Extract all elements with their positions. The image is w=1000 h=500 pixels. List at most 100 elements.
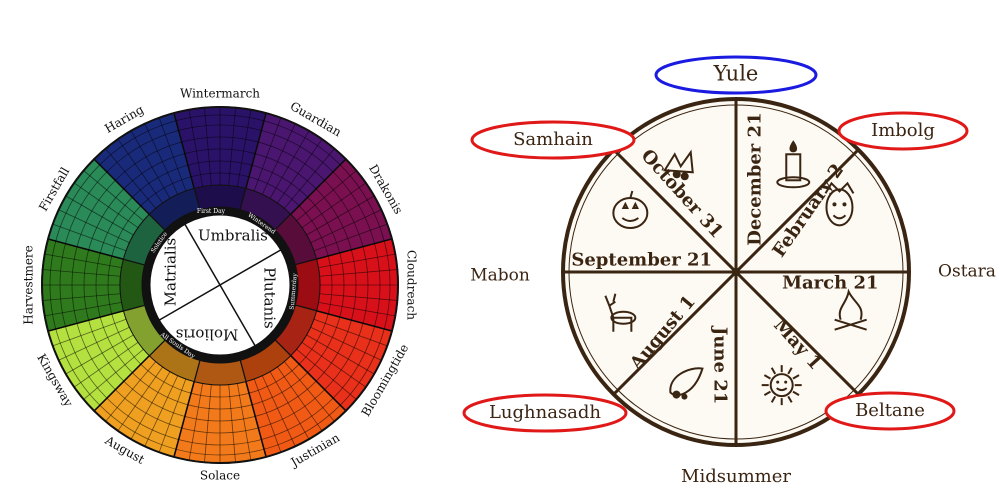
grid-spoke bbox=[290, 355, 347, 412]
grid-spoke bbox=[73, 342, 139, 388]
season-label-umbralis: Umbralis bbox=[198, 227, 268, 245]
grid-spoke bbox=[313, 318, 388, 347]
grid-spoke bbox=[277, 366, 323, 432]
festival-label-yule: Yule bbox=[713, 62, 759, 86]
grid-spoke bbox=[173, 381, 195, 458]
grid-spoke bbox=[93, 158, 150, 215]
wheel-hub bbox=[732, 268, 740, 276]
grid-spoke bbox=[296, 170, 357, 222]
grid-spoke bbox=[236, 383, 252, 461]
grid-spoke bbox=[188, 109, 204, 187]
pumpkin-icon bbox=[612, 190, 649, 229]
grid-spoke bbox=[83, 170, 144, 222]
grid-spoke bbox=[42, 269, 121, 277]
grid-spoke bbox=[313, 223, 388, 252]
grid-spoke bbox=[73, 182, 139, 228]
grid-spoke bbox=[301, 342, 367, 388]
grid-spoke bbox=[158, 378, 187, 453]
date-label-september-21: September 21 bbox=[571, 249, 712, 270]
grid-spoke bbox=[306, 334, 375, 375]
grid-spoke bbox=[253, 378, 282, 453]
grid-spoke bbox=[228, 384, 236, 463]
grid-spoke bbox=[296, 348, 357, 400]
grid-spoke bbox=[316, 238, 393, 260]
date-label-march-21: March 21 bbox=[782, 273, 878, 294]
sun-icon bbox=[761, 365, 802, 406]
grid-spoke bbox=[58, 209, 130, 244]
date-label-december-21: December 21 bbox=[745, 112, 766, 245]
season-label-molioris: Molioris bbox=[176, 325, 239, 343]
grid-spoke bbox=[245, 112, 267, 189]
grid-spoke bbox=[117, 366, 163, 432]
grid-spoke bbox=[130, 130, 171, 199]
grid-spoke bbox=[44, 253, 122, 269]
grid-spoke bbox=[204, 107, 212, 186]
candle-icon bbox=[776, 140, 811, 189]
grid-spoke bbox=[310, 326, 382, 361]
month-label-harvestmere: Harvestmere bbox=[22, 245, 36, 325]
month-label-wintermarch: Wintermarch bbox=[180, 87, 260, 101]
grid-spoke bbox=[245, 381, 267, 458]
grid-spoke bbox=[117, 138, 163, 204]
grid-spoke bbox=[173, 112, 195, 189]
grid-spoke bbox=[228, 107, 236, 186]
marker-label-summerday: Summerday bbox=[289, 272, 299, 310]
marker-label-first-day: First Day bbox=[197, 208, 226, 215]
inner-week-band bbox=[294, 258, 321, 312]
inner-week-band bbox=[193, 184, 247, 211]
grid-spoke bbox=[47, 310, 124, 332]
highlight-ring-lughnasadh bbox=[462, 393, 628, 433]
grid-spoke bbox=[283, 361, 335, 422]
grid-spoke bbox=[316, 310, 393, 332]
grid-spoke bbox=[253, 117, 282, 192]
grid-spoke bbox=[204, 384, 212, 463]
grid-spoke bbox=[283, 148, 335, 209]
grid-spoke bbox=[44, 301, 122, 317]
festival-label-lughnasadh: Lughnasadh bbox=[489, 402, 601, 423]
festival-label-midsummer: Midsummer bbox=[681, 466, 791, 487]
grid-spoke bbox=[47, 238, 124, 260]
grid-spoke bbox=[144, 123, 179, 195]
grid-spoke bbox=[130, 371, 171, 440]
grid-spoke bbox=[52, 318, 127, 347]
deer-icon bbox=[604, 293, 637, 332]
date-label-june-21: June 21 bbox=[710, 325, 731, 404]
grid-spoke bbox=[52, 223, 127, 252]
grid-spoke bbox=[236, 109, 252, 187]
festival-label-samhain: Samhain bbox=[513, 129, 593, 150]
grid-spoke bbox=[158, 117, 187, 192]
fantasy-calendar-wheel: Wintermarch Guardian Drakonis Cloudreach Blo… bbox=[0, 0, 440, 500]
grid-spoke bbox=[318, 301, 396, 317]
festival-label-mabon: Mabon bbox=[470, 266, 530, 286]
inner-week-band bbox=[119, 258, 146, 312]
grid-spoke bbox=[188, 383, 204, 461]
grid-spoke bbox=[65, 334, 134, 375]
month-label-cloudreach: Cloudreach bbox=[405, 250, 419, 320]
bonfire-icon bbox=[834, 288, 867, 331]
grid-spoke bbox=[93, 355, 150, 412]
month-label-solace: Solace bbox=[200, 469, 240, 483]
grid-spoke bbox=[65, 195, 134, 236]
grid-spoke bbox=[269, 130, 310, 199]
wheel-of-the-year: December 21 February 2 March 21 May 1 June 2… bbox=[450, 0, 1000, 500]
highlight-ring-imbolg bbox=[837, 111, 969, 151]
outer-rim bbox=[41, 106, 399, 464]
grid-spoke bbox=[105, 148, 157, 209]
grid-spoke bbox=[310, 209, 382, 244]
festival-label-imbolg: Imbolg bbox=[871, 120, 935, 141]
grid-spoke bbox=[290, 158, 347, 215]
grid-spoke bbox=[277, 138, 323, 204]
grid-spoke bbox=[144, 375, 179, 447]
green-man-icon bbox=[824, 181, 855, 227]
grid-spoke bbox=[301, 182, 367, 228]
grid-spoke bbox=[269, 371, 310, 440]
holly-icon bbox=[662, 149, 694, 181]
highlight-ring-beltane bbox=[824, 391, 956, 431]
highlight-ring-yule bbox=[654, 55, 818, 95]
grid-spoke bbox=[42, 293, 121, 301]
grid-spoke bbox=[318, 253, 396, 269]
season-divider bbox=[159, 249, 281, 321]
grid-spoke bbox=[261, 375, 296, 447]
grid-spoke bbox=[105, 361, 157, 422]
inner-week-band bbox=[193, 359, 247, 386]
